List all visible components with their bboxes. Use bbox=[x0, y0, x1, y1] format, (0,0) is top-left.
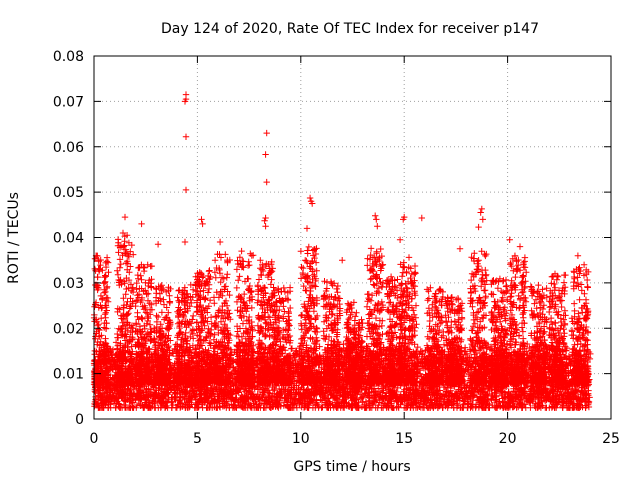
grid-lines bbox=[94, 56, 611, 419]
chart-title: Day 124 of 2020, Rate Of TEC Index for r… bbox=[161, 21, 539, 37]
data-point bbox=[563, 347, 570, 354]
scatter-points bbox=[90, 91, 594, 411]
data-point bbox=[414, 343, 421, 351]
